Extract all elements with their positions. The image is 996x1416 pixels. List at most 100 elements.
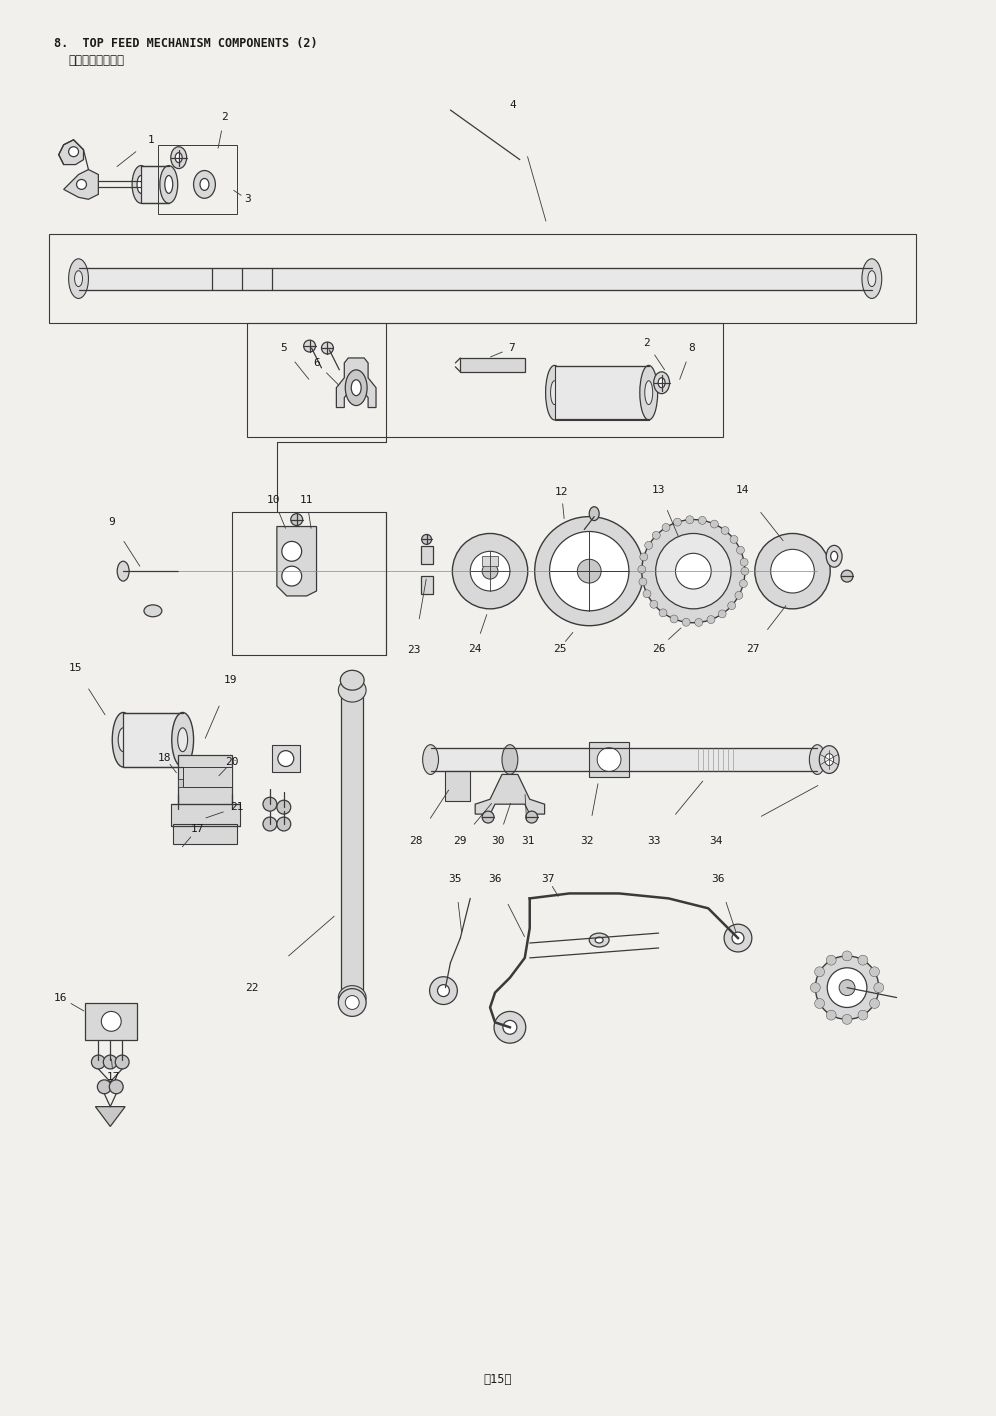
- Bar: [232, 511, 385, 656]
- Circle shape: [816, 956, 878, 1020]
- Circle shape: [735, 592, 743, 599]
- Text: 26: 26: [652, 643, 665, 654]
- Circle shape: [470, 551, 510, 590]
- Circle shape: [598, 748, 621, 772]
- Text: 22: 22: [245, 983, 259, 993]
- Text: －15－: －15－: [484, 1374, 512, 1386]
- Circle shape: [662, 524, 670, 531]
- Text: 8.  TOP FEED MECHANISM COMPONENTS (2): 8. TOP FEED MECHANISM COMPONENTS (2): [54, 37, 318, 50]
- Ellipse shape: [868, 270, 875, 286]
- Bar: [172, 824, 237, 844]
- Text: 12: 12: [555, 487, 568, 497]
- Circle shape: [503, 1021, 517, 1034]
- Circle shape: [277, 800, 291, 814]
- Circle shape: [695, 619, 703, 626]
- Ellipse shape: [164, 176, 172, 194]
- Circle shape: [873, 983, 883, 993]
- Circle shape: [535, 517, 643, 626]
- Circle shape: [858, 956, 868, 966]
- Circle shape: [827, 1010, 837, 1020]
- Text: 15: 15: [69, 663, 83, 674]
- Circle shape: [740, 558, 748, 566]
- Ellipse shape: [827, 545, 842, 568]
- Circle shape: [639, 554, 647, 561]
- Text: 11: 11: [300, 494, 314, 504]
- Text: 27: 27: [746, 643, 760, 654]
- Text: 23: 23: [407, 646, 420, 656]
- Circle shape: [721, 527, 729, 534]
- Text: 13: 13: [652, 484, 665, 494]
- Circle shape: [811, 983, 821, 993]
- Circle shape: [842, 1014, 852, 1024]
- Polygon shape: [475, 775, 545, 814]
- Ellipse shape: [862, 259, 881, 299]
- Circle shape: [526, 811, 538, 823]
- Ellipse shape: [339, 986, 367, 1010]
- Ellipse shape: [341, 670, 365, 690]
- Text: 21: 21: [230, 801, 244, 813]
- Bar: [86, 1003, 137, 1041]
- Text: 14: 14: [736, 484, 750, 494]
- Circle shape: [730, 535, 738, 544]
- Text: 7: 7: [509, 343, 515, 353]
- Text: 36: 36: [711, 874, 725, 884]
- Text: 3: 3: [244, 194, 250, 204]
- Circle shape: [304, 340, 316, 353]
- Text: 6: 6: [313, 358, 320, 368]
- Ellipse shape: [820, 746, 839, 773]
- Polygon shape: [96, 1107, 125, 1127]
- Circle shape: [322, 343, 334, 354]
- Ellipse shape: [590, 933, 610, 947]
- Circle shape: [649, 600, 657, 609]
- Bar: [430, 748, 818, 772]
- Circle shape: [755, 534, 831, 609]
- Text: 8: 8: [688, 343, 695, 353]
- Ellipse shape: [137, 176, 145, 194]
- Ellipse shape: [551, 381, 559, 405]
- Circle shape: [652, 531, 660, 539]
- Text: 37: 37: [541, 874, 555, 884]
- Text: 28: 28: [409, 835, 422, 845]
- Circle shape: [437, 984, 449, 997]
- Circle shape: [291, 514, 303, 525]
- Circle shape: [858, 1010, 868, 1020]
- Ellipse shape: [831, 551, 838, 561]
- Circle shape: [707, 616, 715, 623]
- Circle shape: [698, 517, 706, 524]
- Circle shape: [686, 515, 694, 524]
- Text: 17: 17: [107, 1072, 120, 1082]
- Circle shape: [69, 147, 79, 157]
- Ellipse shape: [193, 170, 215, 198]
- Ellipse shape: [118, 561, 129, 581]
- Circle shape: [710, 520, 718, 528]
- Circle shape: [421, 534, 431, 544]
- Bar: [79, 268, 872, 289]
- Circle shape: [104, 1055, 118, 1069]
- Text: 2: 2: [221, 112, 228, 122]
- Circle shape: [92, 1055, 106, 1069]
- Circle shape: [841, 571, 853, 582]
- Bar: [420, 547, 432, 564]
- Circle shape: [482, 564, 498, 579]
- Bar: [177, 779, 232, 787]
- Bar: [124, 714, 182, 767]
- Ellipse shape: [175, 153, 182, 163]
- Bar: [247, 323, 723, 438]
- Circle shape: [429, 977, 457, 1004]
- Ellipse shape: [653, 372, 669, 394]
- Text: 19: 19: [223, 675, 237, 685]
- Circle shape: [870, 998, 879, 1008]
- Ellipse shape: [546, 365, 564, 421]
- Circle shape: [346, 995, 360, 1010]
- Text: 4: 4: [510, 101, 516, 110]
- Circle shape: [827, 956, 837, 966]
- Ellipse shape: [825, 753, 834, 766]
- Ellipse shape: [69, 259, 89, 299]
- Circle shape: [278, 750, 294, 766]
- Bar: [182, 767, 232, 787]
- Text: 20: 20: [225, 756, 239, 766]
- Circle shape: [839, 980, 855, 995]
- Circle shape: [277, 817, 291, 831]
- Circle shape: [675, 554, 711, 589]
- Circle shape: [842, 952, 852, 961]
